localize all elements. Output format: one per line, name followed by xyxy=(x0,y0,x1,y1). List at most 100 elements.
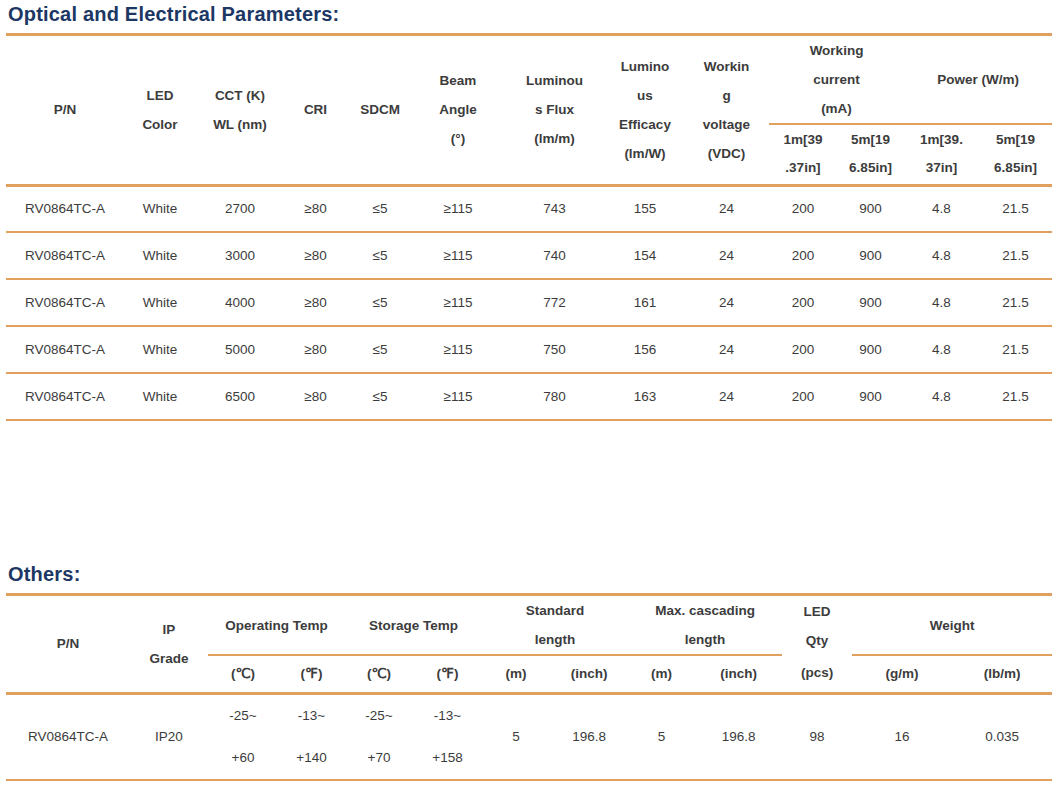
cell-current-1m: 200 xyxy=(769,279,837,326)
cell-sdcm: ≤5 xyxy=(347,279,413,326)
section-optical-electrical: Optical and Electrical Parameters: P/N L… xyxy=(6,3,1059,421)
cell-standard-length-inch: 196.8 xyxy=(550,693,628,780)
cell-cct: 2700 xyxy=(196,185,284,232)
cell-pn: RV0864TC-A xyxy=(6,373,124,420)
cell-pn: RV0864TC-A xyxy=(6,693,130,780)
group-header-max-cascading-length: Max. cascading length xyxy=(628,595,782,656)
others-table: P/N IP Grade Operating Temp Storage Temp… xyxy=(6,593,1052,781)
subcol-header-weight-gm: (g/m) xyxy=(852,655,952,693)
table-row: RV0864TC-A IP20 -25~ +60 -13~ +140 -25~ … xyxy=(6,693,1052,780)
cell-sdcm: ≤5 xyxy=(347,232,413,279)
cell-weight-gm: 16 xyxy=(852,693,952,780)
cell-current-1m: 200 xyxy=(769,232,837,279)
cell-pn: RV0864TC-A xyxy=(6,185,124,232)
cell-led-qty: 98 xyxy=(782,693,852,780)
group-header-power: Power (W/m) xyxy=(904,35,1052,125)
cell-working-voltage: 24 xyxy=(684,373,769,420)
subcol-header-current-5m: 5m[19 6.85in] xyxy=(837,124,904,185)
cell-beam-angle: ≥115 xyxy=(413,326,503,373)
col-header-led-qty: LED Qty xyxy=(782,595,852,656)
cell-storage-temp-c: -25~ +70 xyxy=(345,693,413,780)
cell-cri: ≥80 xyxy=(284,326,347,373)
cell-power-1m: 4.8 xyxy=(904,279,979,326)
cell-storage-temp-f: -13~ +158 xyxy=(413,693,482,780)
col-header-luminous-efficacy: Lumino us Efficacy (lm/W) xyxy=(606,35,684,186)
col-header-cct-wl: CCT (K) WL (nm) xyxy=(196,35,284,186)
cell-luminous-flux: 750 xyxy=(503,326,606,373)
table-row: RV0864TC-A White 4000 ≥80 ≤5 ≥115 772 16… xyxy=(6,279,1052,326)
cell-weight-lbm: 0.035 xyxy=(952,693,1052,780)
group-header-working-current: Working current (mA) xyxy=(769,35,904,125)
cell-max-length-m: 5 xyxy=(628,693,695,780)
col-header-luminous-flux: Luminou s Flux (lm/m) xyxy=(503,35,606,186)
subcol-header-max-m: (m) xyxy=(628,655,695,693)
cell-working-voltage: 24 xyxy=(684,279,769,326)
header-row-groups: P/N LED Color CCT (K) WL (nm) CRI SDCM B… xyxy=(6,35,1052,125)
cell-luminous-flux: 740 xyxy=(503,232,606,279)
col-header-led-color: LED Color xyxy=(124,35,196,186)
cell-led-color: White xyxy=(124,373,196,420)
cell-led-color: White xyxy=(124,232,196,279)
table-row: RV0864TC-A White 5000 ≥80 ≤5 ≥115 750 15… xyxy=(6,326,1052,373)
col-header-working-voltage: Workin g voltage (VDC) xyxy=(684,35,769,186)
cell-luminous-efficacy: 156 xyxy=(606,326,684,373)
cell-luminous-efficacy: 161 xyxy=(606,279,684,326)
cell-current-5m: 900 xyxy=(837,326,904,373)
table-body: RV0864TC-A White 2700 ≥80 ≤5 ≥115 743 15… xyxy=(6,185,1052,420)
cell-power-1m: 4.8 xyxy=(904,185,979,232)
cell-current-1m: 200 xyxy=(769,373,837,420)
col-header-cri: CRI xyxy=(284,35,347,186)
optical-electrical-table: P/N LED Color CCT (K) WL (nm) CRI SDCM B… xyxy=(6,33,1052,421)
col-header-sdcm: SDCM xyxy=(347,35,413,186)
table-body: RV0864TC-A IP20 -25~ +60 -13~ +140 -25~ … xyxy=(6,693,1052,780)
cell-standard-length-m: 5 xyxy=(482,693,550,780)
cell-luminous-efficacy: 163 xyxy=(606,373,684,420)
cell-sdcm: ≤5 xyxy=(347,326,413,373)
cell-beam-angle: ≥115 xyxy=(413,373,503,420)
cell-max-length-inch: 196.8 xyxy=(695,693,782,780)
cell-led-color: White xyxy=(124,279,196,326)
subcol-header-storage-fahrenheit: (℉) xyxy=(413,655,482,693)
cell-cri: ≥80 xyxy=(284,232,347,279)
cell-current-1m: 200 xyxy=(769,326,837,373)
subcol-header-operating-fahrenheit: (℉) xyxy=(278,655,345,693)
table-row: RV0864TC-A White 2700 ≥80 ≤5 ≥115 743 15… xyxy=(6,185,1052,232)
cell-power-1m: 4.8 xyxy=(904,373,979,420)
subcol-header-power-1m: 1m[39. 37in] xyxy=(904,124,979,185)
cell-pn: RV0864TC-A xyxy=(6,326,124,373)
cell-current-1m: 200 xyxy=(769,185,837,232)
table-row: RV0864TC-A White 6500 ≥80 ≤5 ≥115 780 16… xyxy=(6,373,1052,420)
cell-current-5m: 900 xyxy=(837,373,904,420)
cell-sdcm: ≤5 xyxy=(347,373,413,420)
subcol-header-storage-celsius: (℃) xyxy=(345,655,413,693)
table-header: P/N LED Color CCT (K) WL (nm) CRI SDCM B… xyxy=(6,35,1052,186)
cell-power-5m: 21.5 xyxy=(979,232,1052,279)
cell-operating-temp-c: -25~ +60 xyxy=(208,693,278,780)
cell-operating-temp-f: -13~ +140 xyxy=(278,693,345,780)
col-header-pn: P/N xyxy=(6,35,124,186)
group-header-operating-temp: Operating Temp xyxy=(208,595,345,656)
cell-cct: 3000 xyxy=(196,232,284,279)
cell-beam-angle: ≥115 xyxy=(413,232,503,279)
group-header-storage-temp: Storage Temp xyxy=(345,595,482,656)
cell-led-color: White xyxy=(124,326,196,373)
section-others: Others: P/N IP Grade Operating Temp Stor… xyxy=(6,563,1059,781)
cell-luminous-efficacy: 155 xyxy=(606,185,684,232)
cell-power-5m: 21.5 xyxy=(979,373,1052,420)
col-header-beam-angle: Beam Angle (°) xyxy=(413,35,503,186)
datasheet-page: Optical and Electrical Parameters: P/N L… xyxy=(0,0,1059,781)
cell-ip-grade: IP20 xyxy=(130,693,208,780)
cell-power-1m: 4.8 xyxy=(904,326,979,373)
subcol-header-max-inch: (inch) xyxy=(695,655,782,693)
cell-luminous-flux: 772 xyxy=(503,279,606,326)
subcol-header-standard-m: (m) xyxy=(482,655,550,693)
cell-current-5m: 900 xyxy=(837,232,904,279)
cell-working-voltage: 24 xyxy=(684,185,769,232)
cell-pn: RV0864TC-A xyxy=(6,279,124,326)
cell-led-color: White xyxy=(124,185,196,232)
cell-cct: 5000 xyxy=(196,326,284,373)
cell-working-voltage: 24 xyxy=(684,326,769,373)
cell-power-5m: 21.5 xyxy=(979,279,1052,326)
cell-cri: ≥80 xyxy=(284,185,347,232)
subcol-header-current-1m: 1m[39 .37in] xyxy=(769,124,837,185)
